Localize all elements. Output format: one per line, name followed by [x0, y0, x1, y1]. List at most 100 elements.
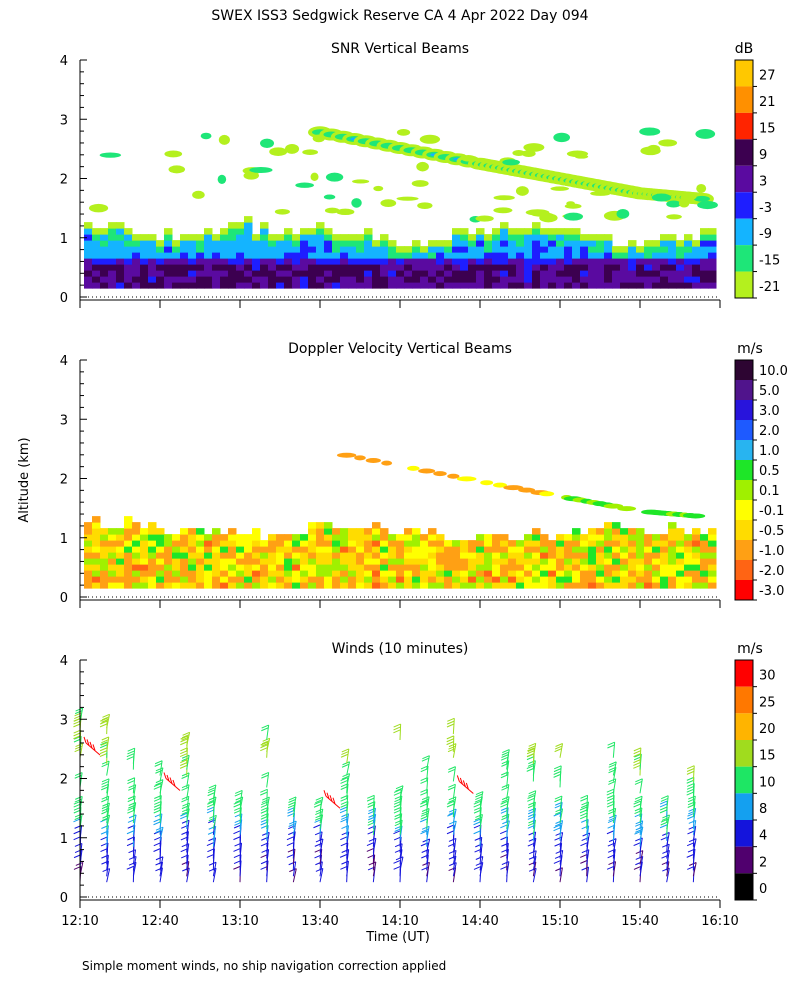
wind-barb-staff	[399, 813, 403, 829]
wind-barb-flag	[448, 842, 456, 847]
doppler-cell	[460, 552, 469, 559]
doppler-cell	[620, 582, 629, 589]
snr-cell	[668, 234, 677, 241]
snr-cell	[180, 252, 189, 259]
snr-cell	[476, 282, 485, 289]
snr-cell	[100, 246, 109, 253]
doppler-cell	[84, 522, 93, 529]
snr-cell	[708, 252, 717, 259]
doppler-cell	[700, 552, 709, 559]
wind-barb-flag	[607, 741, 615, 746]
wind-barb-flag	[421, 828, 429, 833]
snr-cell	[676, 240, 685, 247]
doppler-cell	[148, 558, 157, 565]
wind-barb-flag	[341, 775, 350, 780]
doppler-cell	[532, 552, 541, 559]
snr-cell	[492, 270, 501, 277]
doppler-cell	[276, 552, 285, 559]
doppler-cell	[340, 582, 349, 589]
doppler-cell	[244, 582, 253, 589]
wind-barb-staff	[479, 862, 484, 877]
snr-cell	[428, 258, 437, 265]
snr-cell	[644, 270, 653, 277]
doppler-cell	[244, 546, 253, 553]
doppler-cell	[692, 546, 701, 553]
snr-cell	[660, 270, 669, 277]
snr-patch	[493, 207, 513, 214]
snr-patch	[396, 196, 419, 201]
doppler-cell	[220, 552, 229, 559]
doppler-cell	[196, 582, 205, 589]
snr-cell	[300, 276, 309, 283]
doppler-cell	[588, 540, 597, 547]
snr-cell	[236, 222, 245, 229]
snr-cell	[276, 264, 285, 271]
doppler-cell	[564, 558, 573, 565]
doppler-cell	[644, 546, 653, 553]
snr-cell	[308, 282, 317, 289]
snr-cell	[588, 240, 597, 247]
doppler-cell	[404, 540, 413, 547]
doppler-cell	[708, 564, 717, 571]
doppler-cell	[372, 576, 381, 583]
doppler-cell	[452, 570, 461, 577]
snr-cell	[276, 246, 285, 253]
doppler-cell	[420, 564, 429, 571]
doppler-cell	[444, 570, 453, 577]
snr-patch	[249, 166, 273, 174]
doppler-cell	[188, 570, 197, 577]
colorbar-swatch	[735, 139, 753, 166]
snr-cell	[356, 258, 365, 265]
doppler-cell	[164, 534, 173, 541]
snr-cell	[588, 282, 597, 289]
doppler-cell	[228, 528, 237, 535]
snr-cell	[284, 264, 293, 271]
doppler-cell	[324, 564, 333, 571]
snr-patch	[274, 208, 290, 215]
doppler-cell	[220, 576, 229, 583]
wind-barb-staff	[559, 765, 562, 782]
snr-cell	[84, 252, 93, 259]
wind-barb-staff	[239, 813, 243, 829]
wind-barb-flag	[659, 803, 668, 808]
doppler-cell	[340, 564, 349, 571]
snr-cell	[708, 234, 717, 241]
doppler-cell	[156, 546, 165, 553]
wind-barb-flag	[261, 799, 270, 804]
colorbar-swatch	[735, 713, 753, 740]
wind-barb-flag	[662, 832, 670, 836]
doppler-cell	[196, 552, 205, 559]
wind-barb-flag	[315, 811, 323, 816]
wind-barb-staff	[372, 854, 376, 871]
wind-barb-flag	[528, 792, 536, 797]
doppler-cell	[108, 528, 117, 535]
doppler-cell	[468, 540, 477, 547]
snr-cell	[188, 264, 197, 271]
doppler-layer-cell	[407, 465, 420, 471]
wind-barb-flag	[688, 819, 696, 824]
wind-barb-staff	[452, 862, 457, 877]
wind-barb-flag	[233, 830, 241, 835]
doppler-cell	[332, 534, 341, 541]
doppler-cell	[292, 552, 301, 559]
snr-cell	[364, 276, 373, 283]
doppler-cell	[148, 546, 157, 553]
doppler-cell	[260, 558, 269, 565]
wind-barb-staff	[559, 820, 564, 835]
wind-barb-flag	[288, 801, 296, 806]
y-tick-label: 3	[60, 413, 68, 428]
snr-cell	[436, 264, 445, 271]
wind-barb-flag	[169, 777, 173, 784]
doppler-cell	[292, 534, 301, 541]
doppler-cell	[540, 540, 549, 547]
doppler-cell	[476, 570, 485, 577]
snr-cell	[356, 264, 365, 271]
doppler-cell	[532, 564, 541, 571]
doppler-cell	[92, 516, 101, 523]
doppler-cell	[636, 564, 645, 571]
x-axis-label: Time (UT)	[365, 930, 430, 945]
snr-cell	[268, 252, 277, 259]
wind-barb-flag	[448, 867, 456, 872]
snr-cell	[580, 246, 589, 253]
snr-patch	[523, 143, 545, 152]
